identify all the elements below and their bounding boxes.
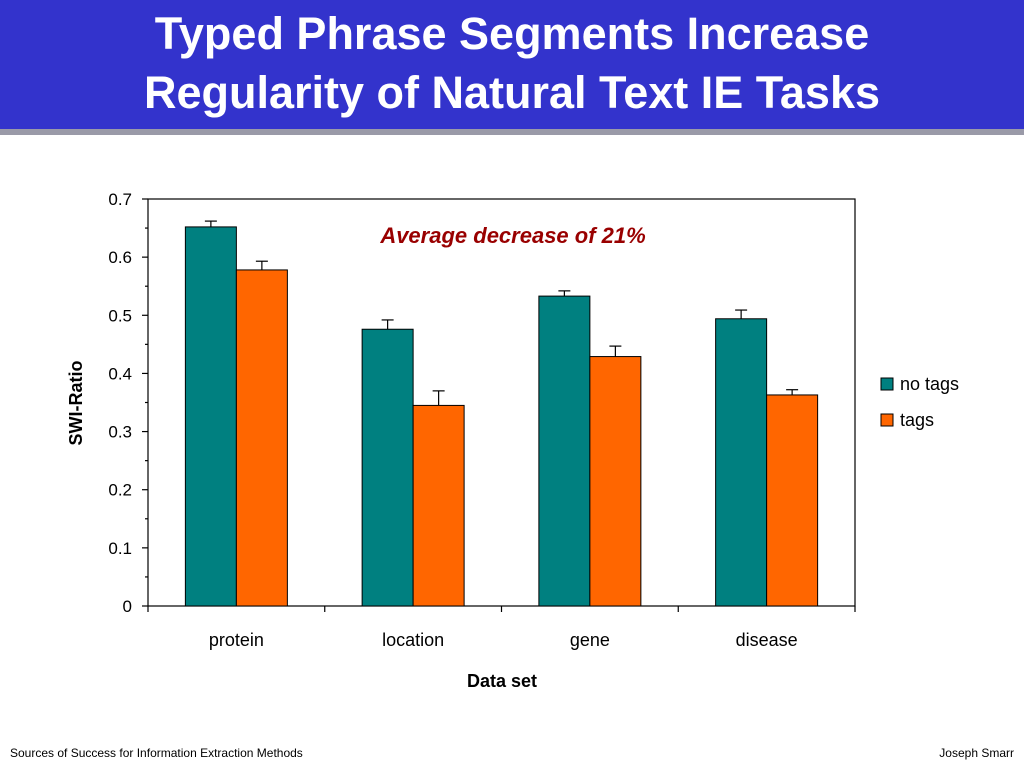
bar-tags-protein xyxy=(235,269,288,607)
title-bar xyxy=(0,0,1024,129)
y-tick-label: 0.5 xyxy=(108,306,132,325)
y-tick-label: 0 xyxy=(123,597,132,616)
legend-swatch-tags xyxy=(880,413,894,427)
x-axis-label: Data set xyxy=(467,671,537,691)
bar-no-tags-gene xyxy=(538,295,591,607)
footer-presentation-title: Sources of Success for Information Extra… xyxy=(10,746,303,760)
y-tick-label: 0.3 xyxy=(108,423,132,442)
title-underline xyxy=(0,129,1024,135)
x-tick-label: gene xyxy=(570,630,610,650)
bar-no-tags-disease xyxy=(715,318,768,607)
y-tick-label: 0.2 xyxy=(108,481,132,500)
bar-tags-location xyxy=(412,404,465,607)
y-axis-label: SWI-Ratio xyxy=(66,361,86,446)
y-tick-label: 0.4 xyxy=(108,364,132,383)
x-tick-label: disease xyxy=(736,630,798,650)
slide-title: Typed Phrase Segments Increase Regularit… xyxy=(0,4,1024,122)
chart-legend: no tags tags xyxy=(880,374,959,430)
bar-tags-gene xyxy=(589,356,642,607)
y-tick-label: 0.1 xyxy=(108,539,132,558)
slide-title-line-1: Typed Phrase Segments Increase xyxy=(154,8,870,59)
slide-title-line-2: Regularity of Natural Text IE Tasks xyxy=(143,67,881,118)
y-tick-label: 0.7 xyxy=(108,190,132,209)
chart-annotation: Average decrease of 21% xyxy=(379,223,645,248)
y-tick-label: 0.6 xyxy=(108,248,132,267)
legend-label-tags: tags xyxy=(900,410,934,430)
x-tick-label: location xyxy=(382,630,444,650)
x-tick-label: protein xyxy=(209,630,264,650)
bar-no-tags-protein xyxy=(184,226,237,607)
bar-no-tags-location xyxy=(361,328,414,607)
footer-author: Joseph Smarr xyxy=(939,746,1014,760)
bar-tags-disease xyxy=(766,394,819,607)
legend-swatch-no-tags xyxy=(880,377,894,391)
legend-label-no-tags: no tags xyxy=(900,374,959,394)
